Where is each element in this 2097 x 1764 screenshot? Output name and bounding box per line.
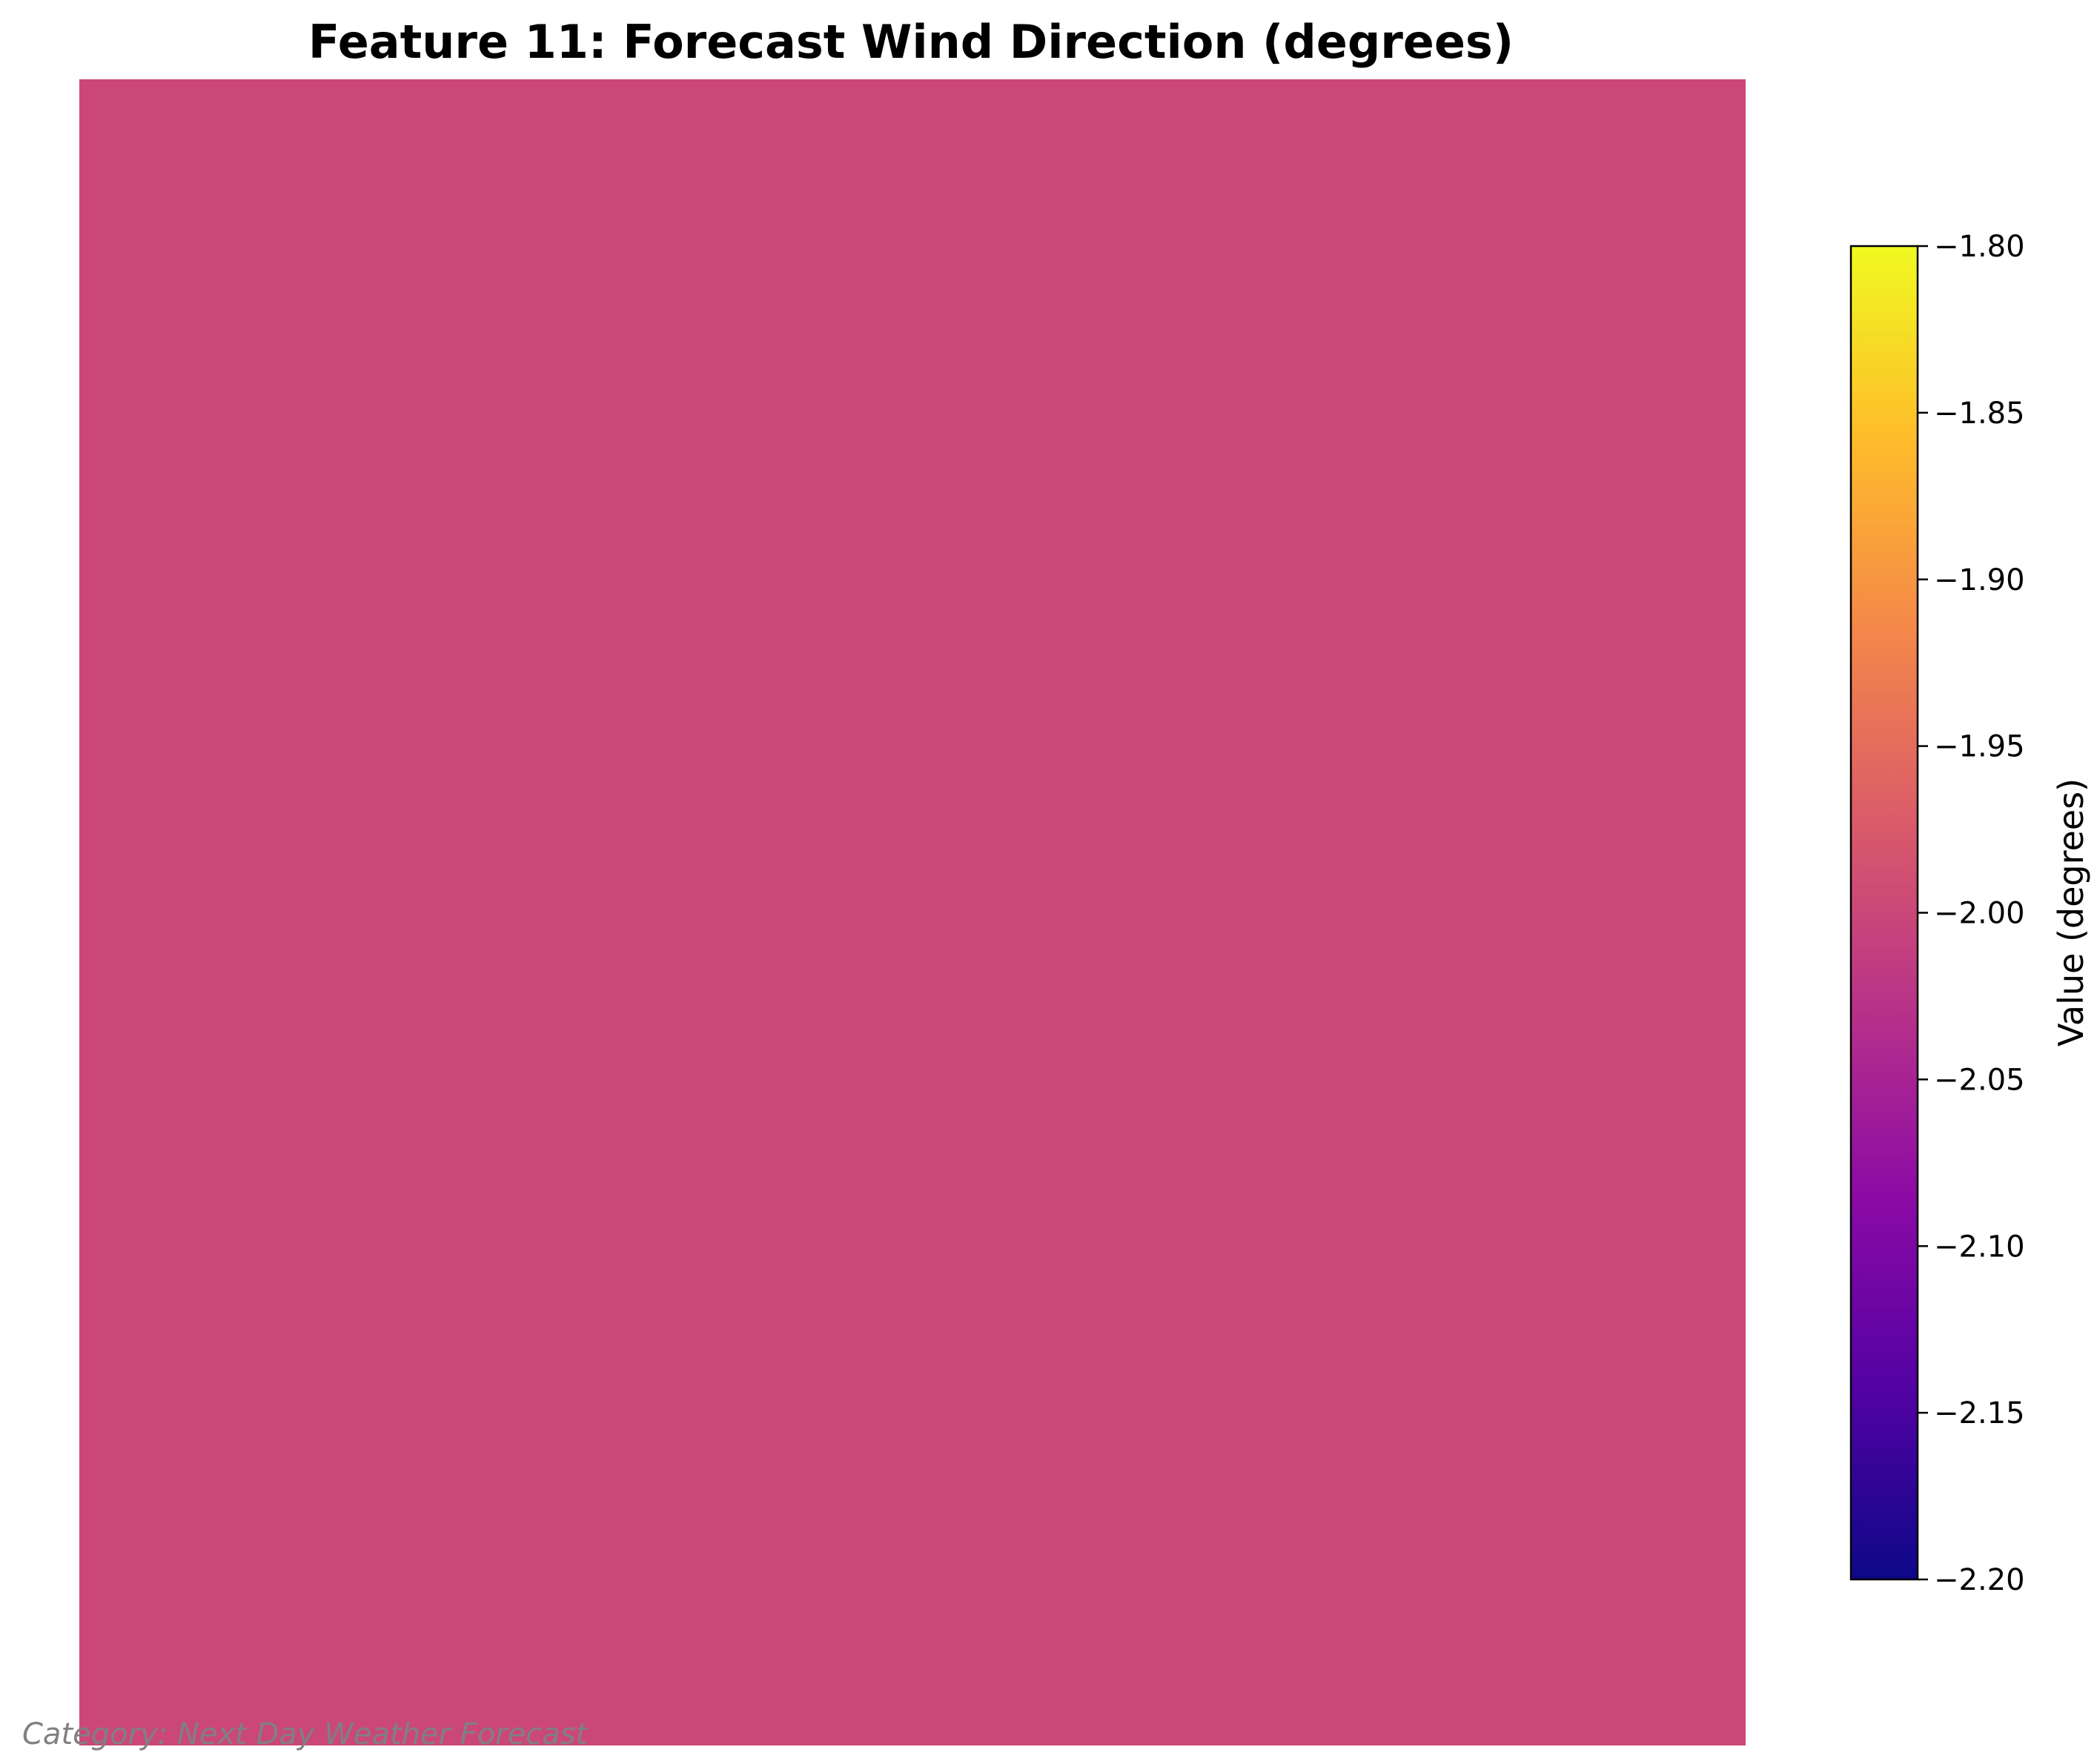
heatmap-plot-area: [79, 79, 1746, 1745]
colorbar-tick-label: −2.20: [1934, 1563, 2025, 1597]
colorbar-tick-label: −1.90: [1934, 563, 2025, 597]
colorbar-ticks: −1.80 −1.85 −1.90 −1.95 −2.00 −2.05 −2.10 −2.15…: [1918, 230, 2025, 1597]
category-caption: Category: Next Day Weather Forecast: [22, 1717, 589, 1751]
colorbar-tick-label: −1.85: [1934, 397, 2025, 431]
colorbar-tick-label: −1.95: [1934, 730, 2025, 764]
chart-title: Feature 11: Forecast Wind Direction (deg…: [308, 15, 1514, 69]
heatmap-cell: [79, 79, 1746, 1745]
colorbar-tick-label: −2.00: [1934, 897, 2025, 931]
colorbar-tick-label: −2.10: [1934, 1230, 2025, 1264]
colorbar-tick-label: −2.05: [1934, 1063, 2025, 1097]
colorbar-tick-label: −1.80: [1934, 230, 2025, 264]
colorbar: −1.80 −1.85 −1.90 −1.95 −2.00 −2.05 −2.10 −2.15…: [1849, 230, 2091, 1597]
colorbar-gradient: [1849, 245, 1919, 1581]
colorbar-label: Value (degrees): [2051, 778, 2091, 1047]
colorbar-tick-label: −2.15: [1934, 1396, 2025, 1430]
